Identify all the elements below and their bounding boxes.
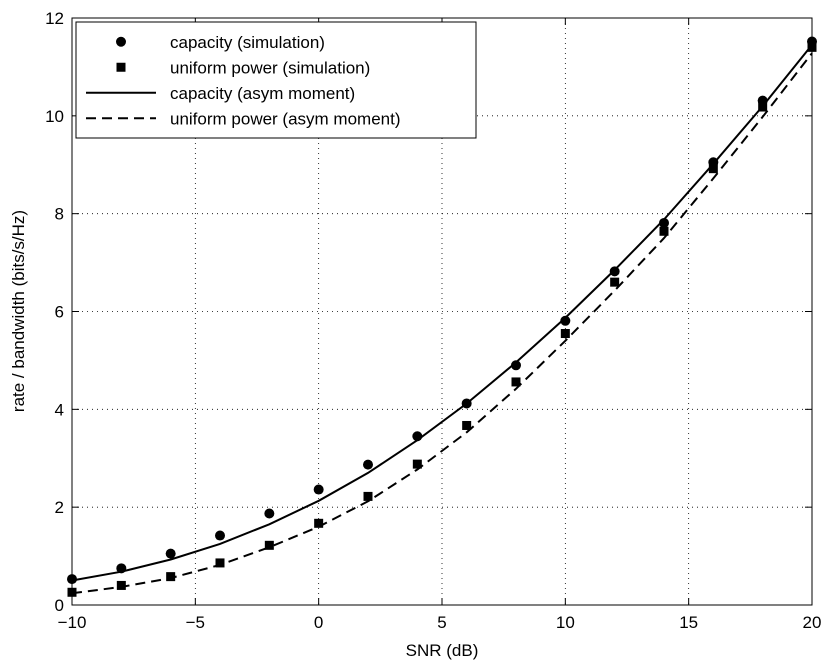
data-point-square: [166, 572, 176, 582]
data-point-square: [610, 277, 620, 287]
data-point-square: [511, 377, 521, 387]
data-point-circle: [363, 459, 373, 470]
x-tick-label: −5: [186, 613, 205, 632]
data-point-square: [363, 491, 373, 501]
y-tick-label: 10: [45, 107, 64, 126]
legend: capacity (simulation) uniform power (simu…: [75, 21, 477, 139]
data-point-square: [659, 226, 669, 236]
y-tick-label: 4: [55, 400, 64, 419]
legend-label: capacity (simulation): [170, 33, 325, 52]
legend-label: uniform power (asym moment): [170, 109, 401, 128]
data-point-square: [708, 164, 718, 174]
legend-item: capacity (simulation): [116, 33, 325, 52]
data-point-circle: [659, 217, 669, 228]
y-tick-label: 2: [55, 498, 64, 517]
y-tick-label: 12: [45, 9, 64, 28]
legend-label: capacity (asym moment): [170, 84, 355, 103]
data-point-square: [462, 420, 472, 430]
series-line-dashed: [71, 52, 813, 595]
legend-label: uniform power (simulation): [170, 58, 370, 77]
x-tick-label: 5: [437, 613, 446, 632]
legend-symbol-circle: [116, 36, 126, 47]
legend-item: uniform power (asym moment): [86, 109, 401, 128]
y-tick-label: 0: [55, 596, 64, 615]
data-point-circle: [560, 315, 571, 326]
legend-symbol-square: [116, 62, 126, 72]
series-marker-circle: [67, 36, 817, 585]
x-tick-label: 10: [556, 613, 575, 632]
y-tick-label: 6: [55, 303, 64, 322]
x-tick-label: −10: [58, 613, 87, 632]
series-line-solid: [71, 44, 813, 582]
x-axis-label: SNR (dB): [406, 641, 479, 660]
data-point-square: [264, 540, 274, 550]
data-point-circle: [215, 530, 225, 541]
data-point-circle: [609, 266, 620, 277]
data-point-circle: [511, 360, 521, 371]
legend-item: capacity (asym moment): [86, 84, 355, 103]
data-point-square: [314, 518, 324, 528]
data-point-circle: [165, 548, 176, 559]
series-line: [71, 52, 813, 595]
series-line: [71, 44, 813, 582]
x-tick-label: 0: [314, 613, 323, 632]
data-point-circle: [264, 508, 275, 519]
data-point-square: [215, 558, 225, 568]
y-tick-label: 8: [55, 205, 64, 224]
x-tick-label: 20: [803, 613, 822, 632]
data-point-square: [560, 329, 570, 339]
data-point-square: [116, 580, 126, 590]
data-point-circle: [313, 484, 324, 495]
series-layer: [67, 36, 817, 597]
x-tick-label: 15: [679, 613, 698, 632]
y-axis-label: rate / bandwidth (bits/s/Hz): [9, 210, 28, 412]
data-point-square: [412, 459, 422, 469]
legend-item: uniform power (simulation): [116, 58, 370, 77]
